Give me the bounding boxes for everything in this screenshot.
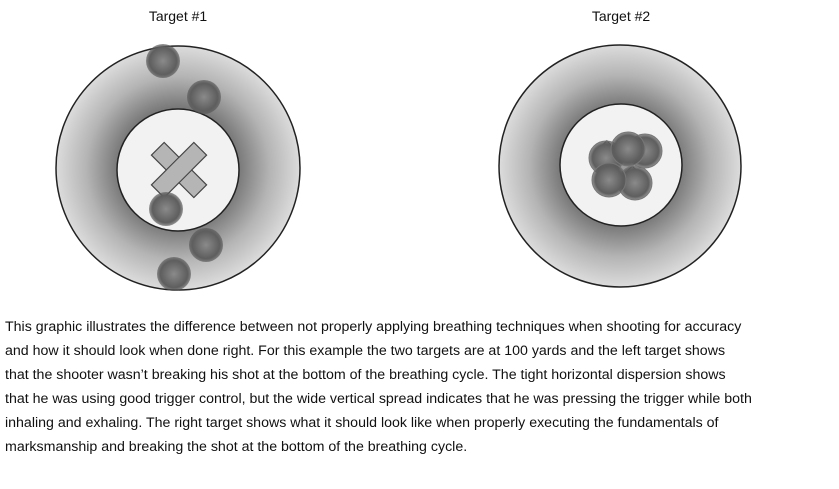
caption-paragraph: This graphic illustrates the difference … [5,319,752,455]
target-1-title: Target #1 [148,8,208,24]
bullet-hole [591,162,627,198]
target-1 [55,44,301,291]
bullet-hole [157,257,191,291]
bullet-hole [189,228,223,262]
target-2-title: Target #2 [591,8,651,24]
target-2 [498,44,742,288]
bullet-hole [610,131,646,167]
targets-diagram [55,44,742,291]
bullet-hole [149,192,183,226]
bullet-hole [187,80,221,114]
x-mark-icon [150,141,208,199]
bullet-hole [146,44,180,78]
